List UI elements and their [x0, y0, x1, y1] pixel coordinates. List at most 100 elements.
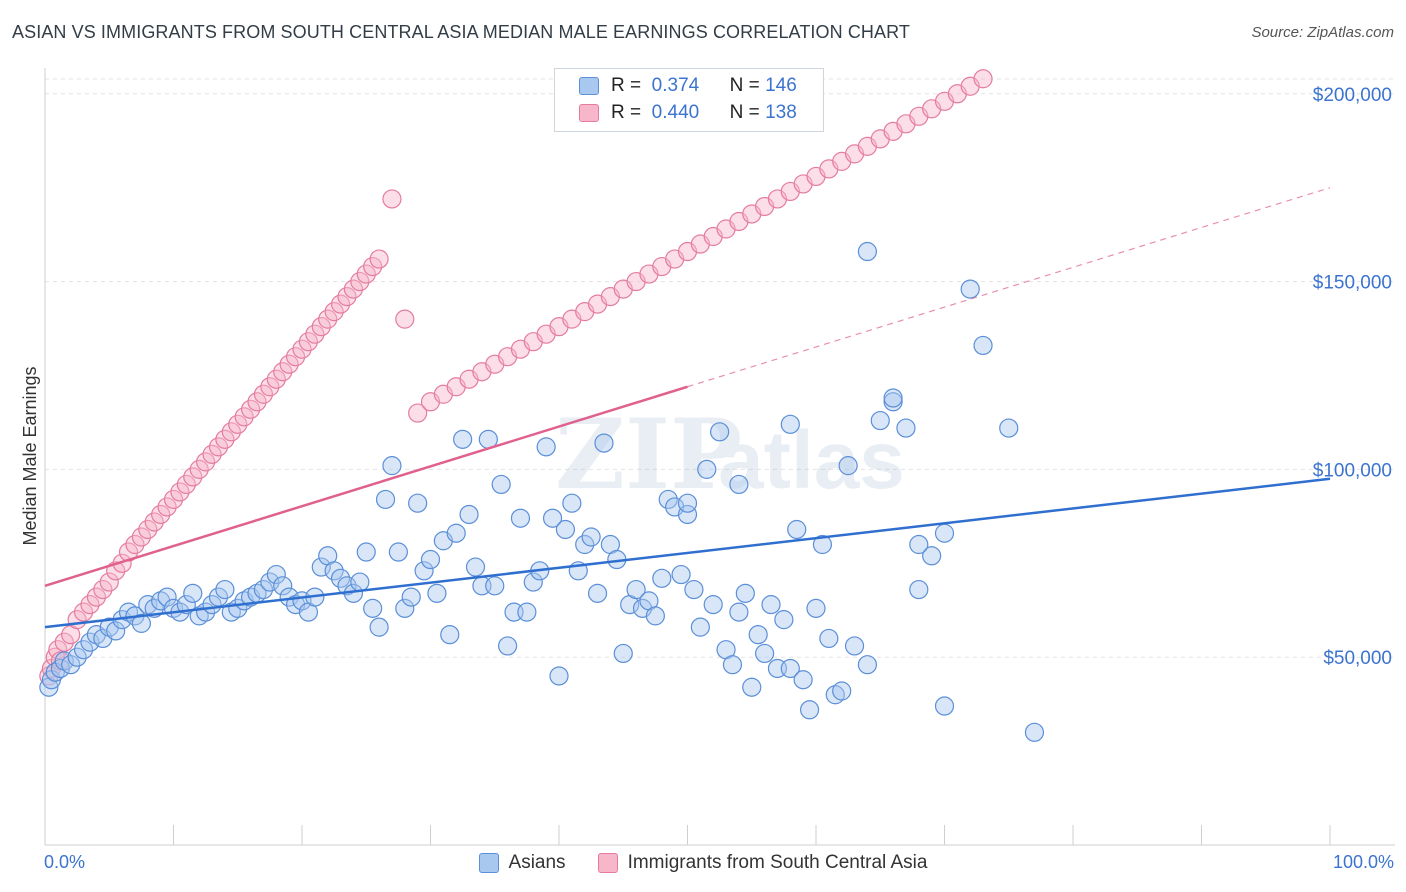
r-value: 0.440: [651, 102, 700, 123]
point-asians: [408, 493, 428, 513]
point-immigrants: [73, 602, 94, 622]
point-immigrants: [202, 444, 222, 464]
point-asians: [498, 636, 518, 656]
point-asians: [735, 583, 755, 603]
x-tick-start: 0.0%: [44, 852, 86, 872]
point-asians: [363, 598, 383, 618]
point-immigrants: [395, 309, 415, 329]
point-immigrants: [382, 189, 402, 209]
point-asians: [896, 418, 916, 438]
point-asians: [761, 595, 781, 615]
point-immigrants: [80, 595, 100, 615]
point-asians: [356, 542, 376, 562]
point-asians: [73, 640, 94, 660]
point-asians: [812, 534, 833, 555]
point-immigrants: [151, 504, 171, 525]
point-immigrants: [266, 369, 286, 389]
point-asians: [690, 617, 710, 637]
point-asians: [684, 579, 704, 600]
point-immigrants: [176, 474, 196, 495]
point-asians: [575, 534, 595, 555]
r-value: 0.374: [651, 75, 700, 96]
point-immigrants: [196, 452, 216, 472]
point-asians: [324, 561, 344, 581]
legend-item-asians[interactable]: Asians: [478, 852, 566, 874]
point-immigrants: [247, 392, 267, 412]
point-asians: [131, 613, 151, 633]
point-asians: [677, 504, 698, 525]
n-label: N =: [729, 102, 760, 123]
point-asians: [555, 519, 576, 540]
point-asians: [934, 696, 955, 716]
legend-label-asians: Asians: [508, 852, 566, 873]
point-asians: [401, 587, 421, 607]
legend-swatch-asians: [478, 853, 499, 873]
point-asians: [613, 643, 633, 664]
point-immigrants: [54, 632, 74, 652]
watermark-zip: ZIP: [555, 398, 742, 511]
point-asians: [549, 666, 569, 686]
point-asians: [414, 561, 434, 581]
point-immigrants: [318, 309, 338, 329]
point-asians: [1024, 722, 1045, 742]
point-immigrants: [208, 437, 229, 457]
point-asians: [465, 557, 486, 577]
chart-title: ASIAN VS IMMIGRANTS FROM SOUTH CENTRAL A…: [12, 22, 910, 42]
point-asians: [710, 422, 730, 442]
point-immigrants: [350, 271, 370, 292]
legend-item-immigrants[interactable]: Immigrants from South Central Asia: [597, 852, 927, 874]
point-asians: [729, 474, 749, 495]
stats-row-asians: R = 0.374 N = 146: [579, 74, 797, 98]
asians-swatch: [579, 77, 599, 95]
point-immigrants: [48, 640, 68, 660]
point-asians: [215, 579, 235, 600]
point-asians: [183, 583, 203, 603]
grid-lines: [45, 78, 1395, 658]
point-asians: [375, 489, 396, 510]
watermark-atlas: atlas: [718, 415, 905, 506]
point-asians: [369, 617, 389, 637]
point-immigrants: [324, 302, 344, 322]
y-tick-label: $50,000: [1323, 648, 1392, 669]
point-asians: [491, 474, 511, 495]
point-asians: [799, 700, 820, 720]
point-immigrants: [292, 339, 312, 359]
stats-row-immigrants: R = 0.440 N = 138: [579, 101, 797, 125]
point-asians: [960, 279, 980, 299]
point-asians: [671, 564, 691, 585]
point-asians: [922, 546, 942, 566]
point-immigrants: [285, 347, 306, 367]
point-asians: [652, 568, 672, 588]
point-asians: [459, 504, 479, 525]
point-asians: [453, 429, 473, 449]
n-label: N =: [729, 75, 760, 96]
point-asians: [273, 576, 293, 596]
point-asians: [934, 523, 955, 543]
point-immigrants: [189, 459, 209, 479]
point-asians: [594, 433, 614, 453]
point-immigrants: [131, 527, 151, 547]
point-immigrants: [138, 519, 158, 540]
point-asians: [510, 508, 531, 528]
point-asians: [517, 602, 537, 622]
point-asians: [973, 335, 993, 356]
point-asians: [742, 677, 762, 697]
point-asians: [857, 655, 878, 675]
point-immigrants: [408, 403, 428, 423]
point-immigrants: [253, 384, 274, 404]
trend-line-immigrants-extension: [687, 187, 1331, 388]
point-immigrants: [330, 294, 351, 314]
trend-lines: [44, 187, 1331, 629]
n-value: 146: [765, 75, 797, 96]
point-asians: [774, 610, 794, 630]
point-asians: [536, 437, 556, 457]
point-immigrants: [337, 287, 357, 307]
point-asians: [780, 658, 800, 679]
point-asians: [857, 241, 878, 262]
series-pink-points: [39, 69, 993, 686]
point-immigrants: [86, 587, 107, 607]
point-immigrants: [273, 362, 293, 382]
point-immigrants: [183, 467, 203, 487]
y-axis-label: Median Male Earnings: [20, 366, 40, 545]
